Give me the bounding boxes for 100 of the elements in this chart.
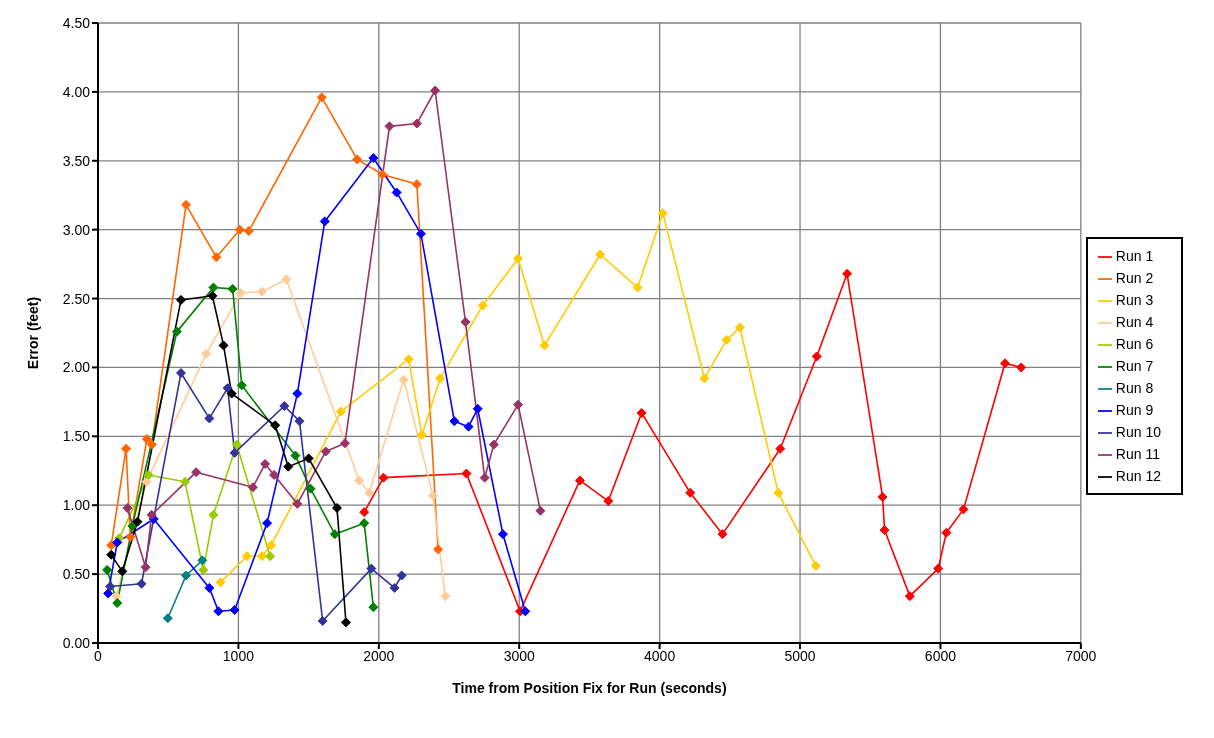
legend-label: Run 4: [1115, 313, 1154, 330]
point: [198, 564, 209, 575]
x-axis-title: Time from Position Fix for Run (seconds): [452, 680, 727, 696]
point: [904, 591, 915, 602]
point: [208, 282, 219, 293]
point: [112, 598, 123, 609]
point: [389, 582, 400, 593]
point: [721, 334, 732, 345]
point: [121, 443, 132, 454]
point: [235, 288, 246, 299]
x-tick-label: 0: [94, 647, 103, 664]
point: [136, 578, 147, 589]
point: [368, 153, 379, 164]
point: [292, 498, 303, 509]
point: [204, 582, 215, 593]
point: [411, 118, 422, 129]
point: [717, 529, 728, 540]
point: [231, 439, 242, 450]
point: [204, 413, 215, 424]
point: [316, 92, 327, 103]
point: [685, 487, 696, 498]
point: [440, 591, 451, 602]
point: [102, 564, 113, 575]
point: [368, 602, 379, 613]
point: [430, 85, 441, 96]
point: [384, 121, 395, 132]
y-tick-label: 4.00: [62, 83, 91, 100]
legend-label: Run 7: [1115, 357, 1154, 374]
point: [472, 403, 483, 414]
y-tick-label: 4.50: [62, 14, 91, 31]
point: [143, 469, 154, 480]
point: [699, 373, 710, 384]
point: [331, 502, 342, 513]
point: [877, 491, 888, 502]
point: [636, 407, 647, 418]
point: [595, 249, 606, 260]
legend-label: Run 11: [1115, 445, 1160, 462]
point: [208, 509, 219, 520]
y-tick-label: 0.50: [62, 566, 91, 583]
point: [933, 563, 944, 574]
point: [603, 496, 614, 507]
legend-label: Run 1: [1115, 247, 1154, 264]
point: [226, 388, 237, 399]
point: [359, 507, 370, 518]
point: [366, 563, 377, 574]
point: [377, 169, 388, 180]
point: [140, 562, 151, 573]
point: [320, 446, 331, 457]
point: [879, 525, 890, 536]
point: [112, 537, 123, 548]
point: [227, 283, 238, 294]
point: [141, 476, 152, 487]
point: [416, 429, 427, 440]
point: [398, 374, 409, 385]
point: [269, 469, 280, 480]
legend-label: Run 2: [1115, 269, 1154, 286]
point: [270, 420, 281, 431]
point: [433, 544, 444, 555]
point: [122, 502, 133, 513]
point: [279, 401, 290, 412]
point: [317, 615, 328, 626]
point: [260, 458, 271, 469]
point: [775, 443, 786, 454]
point: [236, 380, 247, 391]
point: [266, 540, 277, 551]
point: [811, 351, 822, 362]
point: [243, 226, 254, 237]
point: [513, 253, 524, 264]
legend-label: Run 9: [1115, 401, 1154, 418]
point: [449, 416, 460, 427]
point: [265, 551, 276, 562]
x-tick-label: 3000: [503, 647, 535, 664]
point: [162, 613, 173, 624]
point: [146, 509, 157, 520]
point: [632, 282, 643, 293]
point: [574, 475, 585, 486]
point: [197, 555, 208, 566]
x-tick-label: 7000: [1065, 647, 1097, 664]
y-tick-label: 3.00: [62, 221, 91, 238]
point: [513, 399, 524, 410]
point: [958, 504, 969, 515]
point: [435, 373, 446, 384]
x-tick-label: 1000: [222, 647, 255, 664]
point: [105, 581, 116, 592]
point: [319, 216, 330, 227]
point: [411, 179, 422, 190]
y-tick-label: 3.50: [62, 152, 91, 169]
legend-label: Run 8: [1115, 379, 1154, 396]
point: [415, 228, 426, 239]
point: [141, 434, 152, 445]
point: [262, 518, 273, 529]
point: [213, 606, 224, 617]
point: [218, 340, 229, 351]
legend-label: Run 6: [1115, 335, 1154, 352]
point: [305, 483, 316, 494]
point: [460, 316, 471, 327]
point: [810, 560, 821, 571]
x-tick-label: 5000: [784, 647, 816, 664]
point: [359, 518, 370, 529]
point: [103, 588, 114, 599]
